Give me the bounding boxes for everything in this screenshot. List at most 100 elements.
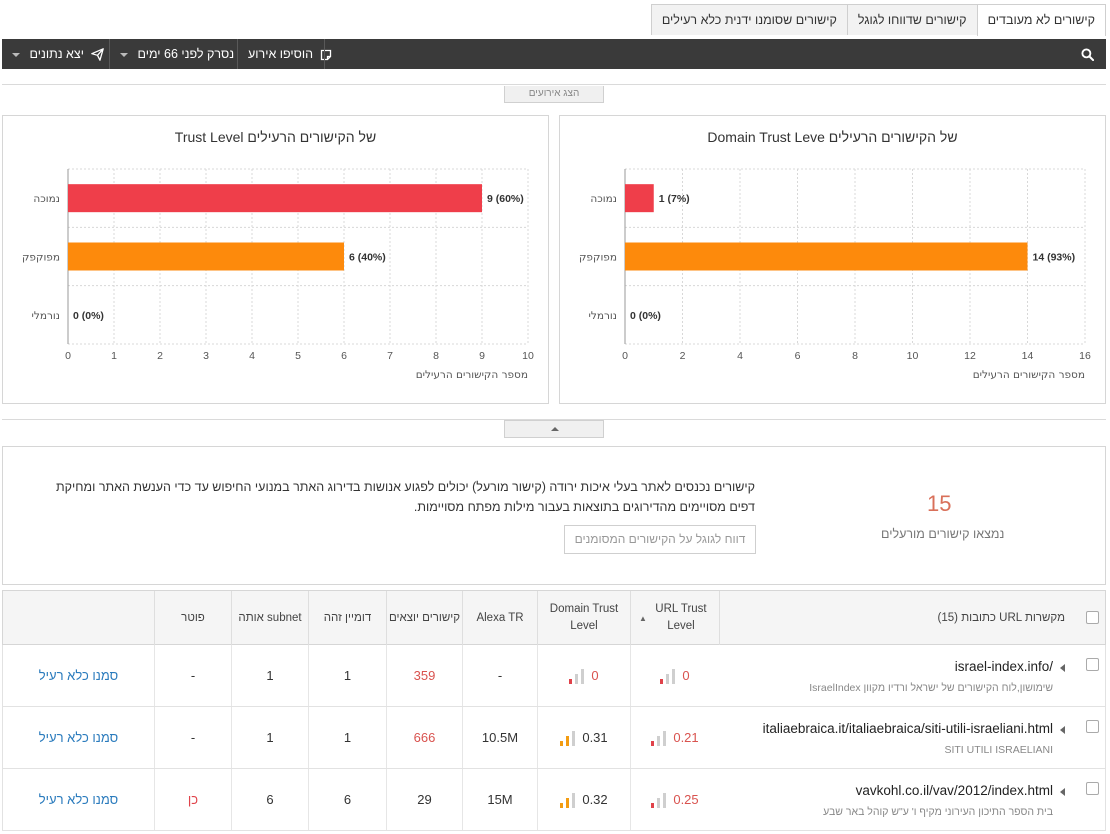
url-trust-cell: 0.25 [630,769,719,830]
url-trust-cell: 0 [630,645,719,706]
scanned-dropdown[interactable]: נסרק לפני 66 ימים [120,39,234,69]
tab-manually-marked-links[interactable]: קישורים שסומנו ידנית כלא רעילים [650,4,848,35]
table-row: italiaebraica.it/italiaebraica/siti-util… [2,707,1106,769]
outgoing-links-cell: 666 [386,707,462,768]
x-tick-label: 8 [433,350,439,362]
toolbar: יצא נתונים נסרק לפני 66 ימים הוסיפו אירו… [2,39,1106,69]
exempt-cell: - [154,645,231,706]
column-header-same-domain[interactable]: דומיין זהה [308,591,386,645]
x-tick-label: 3 [203,350,209,362]
linking-page-title: שימושון,לוח הקישורים של ישראל ורדיו מקוו… [809,682,1053,694]
linking-url[interactable]: israel-index.info/ [954,659,1053,674]
outgoing-links-cell: 29 [386,769,462,830]
note-icon [320,49,331,60]
linking-page-title: SITI UTILI ISRAELIANI [944,744,1053,756]
export-data-label: יצא נתונים [29,47,84,61]
x-tick-label: 16 [1079,350,1091,362]
mark-not-toxic-link[interactable]: סמנו כלא רעיל [38,792,119,807]
category-label: מפוקפק [22,252,60,264]
report-to-google-button[interactable]: דווח לגוגל על הקישורים המסומנים [564,525,756,554]
toolbar-divider [109,39,110,69]
column-header-domain-trust[interactable]: Domain Trust Level [537,591,630,645]
row-checkbox[interactable] [1086,782,1099,795]
select-all-checkbox[interactable] [1086,611,1099,624]
same-subnet-cell: 6 [231,769,308,830]
same-subnet-cell: 1 [231,707,308,768]
tab-unprocessed-links[interactable]: קישורים לא מעובדים [976,4,1106,36]
x-tick-label: 0 [622,350,628,362]
category-label: נמוכה [590,193,617,205]
chevron-up-icon [551,427,559,431]
domain-trust-value: 0 [591,668,599,683]
expand-row-icon[interactable] [1060,788,1065,796]
domain-trust-value: 0.31 [582,730,608,745]
signal-bars-icon [651,792,667,808]
toolbar-divider [324,39,325,69]
signal-bars-icon [560,792,576,808]
export-data-button[interactable]: יצא נתונים [12,39,105,69]
signal-bars-icon [560,730,576,746]
linking-url[interactable]: vavkohl.co.il/vav/2012/index.html [855,783,1053,798]
send-icon [91,48,105,62]
chart-title: Domain Trust Leve של הקישורים הרעילים [707,129,958,145]
x-tick-label: 2 [157,350,163,362]
x-tick-label: 5 [295,350,301,362]
x-axis-label: מספר הקישורים הרעילים [416,369,528,381]
column-header-url-trust[interactable]: ▲ URL Trust Level [630,591,719,645]
table-row: israel-index.info/ שימושון,לוח הקישורים … [2,645,1106,707]
mark-not-toxic-link[interactable]: סמנו כלא רעיל [38,730,119,745]
row-checkbox[interactable] [1086,720,1099,733]
add-event-label: הוסיפו אירוע [248,47,314,61]
same-domain-cell: 6 [308,769,386,830]
x-tick-label: 12 [964,350,976,362]
x-tick-label: 14 [1022,350,1034,362]
column-header-alexa[interactable]: Alexa TR [462,591,537,645]
column-header-exempt[interactable]: פוטר [154,591,231,645]
data-label: 9 (60%) [487,193,524,205]
mark-not-toxic-link[interactable]: סמנו כלא רעיל [38,668,119,683]
column-header-outgoing[interactable]: קישורים יוצאים [386,591,462,645]
data-label: 0 (0%) [630,310,661,322]
x-tick-label: 0 [65,350,71,362]
x-tick-label: 7 [387,350,393,362]
links-table: (15) כתובות URL מקשרות ▲ URL Trust Level… [2,590,1106,834]
bar [625,184,654,213]
url-trust-header-label: URL Trust Level [655,603,707,632]
category-label: נורמלי [32,310,60,322]
column-header-same-subnet[interactable]: אותה subnet [231,591,308,645]
x-tick-label: 10 [522,350,534,362]
toxic-links-count-label: נמצאו קישורים מורעלים [881,527,1005,541]
same-domain-cell: 1 [308,707,386,768]
x-tick-label: 4 [737,350,743,362]
linking-url[interactable]: italiaebraica.it/italiaebraica/siti-util… [762,721,1053,736]
domain-trust-cell: 0 [537,645,630,706]
tab-reported-links[interactable]: קישורים שדווחו לגוגל [846,4,978,35]
url-trust-cell: 0.21 [630,707,719,768]
bar [68,184,482,213]
alexa-cell: 15M [462,769,537,830]
toxic-links-description: קישורים נכנסים לאתר בעלי איכות ירודה (קי… [56,480,755,514]
view-tabs: קישורים לא מעובדים קישורים שדווחו לגוגל … [650,4,1106,36]
data-label: 1 (7%) [659,193,690,205]
column-header-action [3,591,154,645]
data-label: 14 (93%) [1033,252,1076,264]
sort-up-icon: ▲ [639,613,647,623]
collapse-charts-button[interactable] [504,420,604,438]
x-axis-label: מספר הקישורים הרעילים [973,369,1085,381]
domain-trust-value: 0.32 [582,792,608,807]
domain-trust-cell: 0.32 [537,769,630,830]
column-header-urls[interactable]: (15) כתובות URL מקשרות [719,591,1079,645]
trust-level-chart: 0 1 2 3 4 5 6 7 8 9 10 נמוכה 9 (60%) מפוקפק 6 (40%) נור… [22,168,534,381]
show-events-button[interactable]: הצג אירועים [504,86,604,103]
domain-trust-chart: 0 2 4 6 8 10 12 14 16 נמוכה 1 (7%) מפוקפק 14 (93%) נו… [579,168,1091,381]
exempt-cell: כן [154,769,231,830]
domain-trust-cell: 0.31 [537,707,630,768]
x-tick-label: 6 [795,350,801,362]
search-icon[interactable] [1081,48,1094,61]
add-event-button[interactable]: הוסיפו אירוע [248,39,332,69]
expand-row-icon[interactable] [1060,726,1065,734]
same-domain-cell: 1 [308,645,386,706]
row-checkbox[interactable] [1086,658,1099,671]
expand-row-icon[interactable] [1060,664,1065,672]
x-tick-label: 8 [852,350,858,362]
